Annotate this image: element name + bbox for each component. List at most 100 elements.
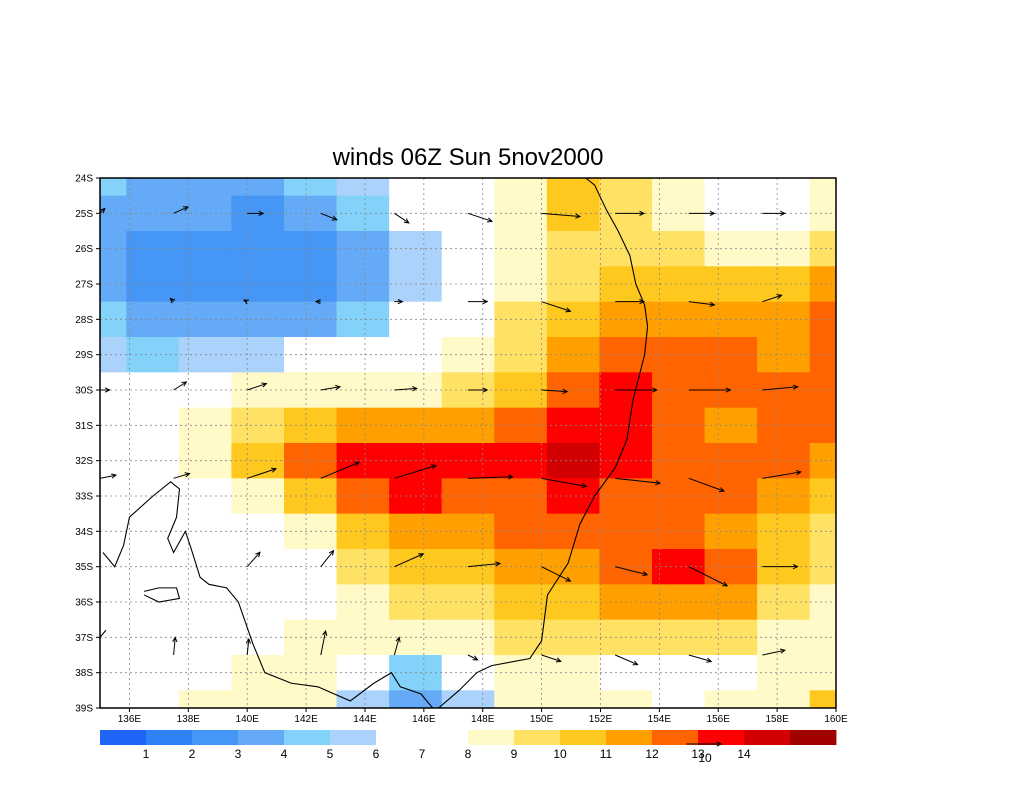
- wind-vector: [245, 637, 251, 656]
- wind-vector: [394, 299, 404, 305]
- wind-vector: [100, 207, 106, 214]
- colorbar-swatch: [376, 730, 423, 745]
- wind-vector: [173, 381, 188, 391]
- wind-vector: [320, 461, 361, 479]
- speed-cell: [100, 584, 127, 621]
- wind-vector: [615, 210, 646, 216]
- speed-cell: [100, 655, 127, 691]
- lon-tick-label: 152E: [589, 714, 613, 725]
- speed-cell: [100, 178, 127, 197]
- colorbar-label: 3: [235, 747, 242, 761]
- wind-vector: [394, 212, 410, 224]
- speed-cell: [652, 301, 706, 338]
- colorbar-label: 14: [737, 747, 751, 761]
- colorbar-label: 5: [327, 747, 334, 761]
- speed-cell: [809, 178, 836, 197]
- speed-cell: [284, 690, 338, 708]
- wind-vector: [100, 387, 111, 393]
- lon-tick-label: 158E: [765, 714, 789, 725]
- wind-vector: [172, 636, 178, 656]
- colorbar-swatch: [284, 730, 331, 745]
- colorbar-label: 7: [419, 747, 426, 761]
- speed-cell: [652, 407, 706, 444]
- colorbar-label: 6: [373, 747, 380, 761]
- speed-cell: [100, 478, 127, 515]
- speed-cell: [178, 690, 233, 708]
- reference-vector-label: 10: [698, 751, 712, 765]
- wind-vector: [314, 299, 321, 305]
- plot-frame: [99, 177, 837, 709]
- speed-cell: [546, 655, 601, 691]
- colorbar-swatch: [744, 730, 791, 745]
- lon-tick-label: 154E: [648, 714, 672, 725]
- lon-tick-label: 144E: [353, 714, 377, 725]
- reference-vector-arrow: [686, 741, 723, 747]
- speed-cell: [652, 478, 706, 515]
- lon-tick-label: 146E: [412, 714, 436, 725]
- speed-cell: [809, 690, 836, 708]
- coastline-segment: [100, 629, 107, 638]
- speed-cell: [652, 584, 706, 621]
- speed-cell: [100, 407, 127, 444]
- speed-cell: [652, 178, 706, 197]
- lat-tick-label: 31S: [75, 421, 93, 432]
- wind-vectors: [100, 206, 802, 666]
- wind-vector: [541, 388, 569, 394]
- wind-vector: [541, 212, 582, 219]
- axes: 136E 138E 140E 142E 144E 146E 148E 150E 152E 154E…: [75, 174, 848, 726]
- wind-vector: [762, 470, 802, 479]
- speed-cell: [546, 372, 601, 409]
- lat-tick-label: 32S: [75, 456, 93, 467]
- speed-cell: [494, 178, 548, 197]
- speed-cell: [546, 690, 601, 708]
- lon-tick-label: 136E: [118, 714, 142, 725]
- colorbar-label: 12: [645, 747, 659, 761]
- lat-tick-label: 33S: [75, 492, 93, 503]
- lat-tick-label: 29S: [75, 350, 93, 361]
- speed-cell: [546, 619, 601, 656]
- lat-tick-label: 37S: [75, 633, 93, 644]
- wind-vector: [541, 477, 588, 489]
- speed-cell: [100, 195, 127, 232]
- colorbar-swatch: [560, 730, 607, 745]
- speed-cell: [100, 266, 127, 303]
- wind-vector: [393, 636, 401, 656]
- lat-tick-label: 26S: [75, 244, 93, 255]
- coastline-segment: [143, 587, 181, 603]
- colorbar-swatch: [468, 730, 515, 745]
- wind-vector: [468, 387, 489, 393]
- wind-vector: [394, 386, 418, 392]
- speed-cell: [100, 337, 127, 373]
- wind-vector: [541, 566, 572, 582]
- wind-vector: [615, 477, 662, 486]
- wind-vector: [688, 301, 716, 307]
- speed-cell: [100, 619, 127, 656]
- wind-vector: [541, 654, 562, 663]
- lon-tick-label: 142E: [294, 714, 318, 725]
- speed-cell: [389, 178, 443, 197]
- wind-vector: [247, 210, 265, 216]
- map-title: winds 06Z Sun 5nov2000: [332, 144, 604, 171]
- coastline-segment: [102, 178, 649, 708]
- speed-cell: [599, 690, 653, 708]
- wind-vector: [615, 566, 649, 577]
- wind-vector: [688, 566, 729, 587]
- speed-cell: [757, 178, 811, 197]
- colorbar-label: 11: [600, 747, 613, 761]
- reference-vector: [686, 741, 723, 747]
- colorbar-swatch: [192, 730, 239, 745]
- colorbar-label: 2: [189, 747, 196, 761]
- wind-vector: [762, 294, 783, 303]
- speed-cell: [757, 690, 811, 708]
- wind-vector: [173, 472, 191, 479]
- speed-cell: [231, 690, 285, 708]
- wind-vector: [762, 564, 799, 570]
- speed-cell: [599, 178, 653, 197]
- speed-cell: [336, 178, 390, 197]
- lat-tick-label: 38S: [75, 668, 93, 679]
- wind-vector: [247, 467, 278, 479]
- speed-cell: [441, 690, 495, 708]
- colorbar-swatch: [330, 730, 377, 745]
- speed-cell: [546, 337, 601, 373]
- wind-vector: [320, 549, 335, 567]
